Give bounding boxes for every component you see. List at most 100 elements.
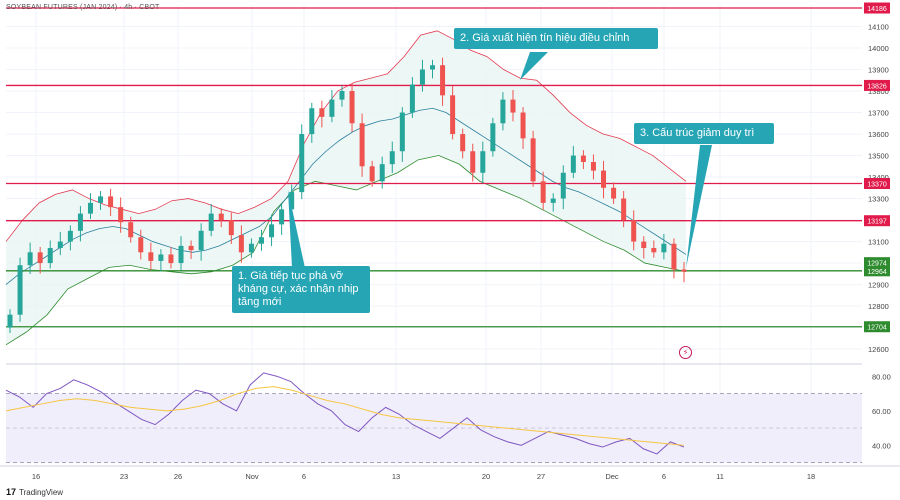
level-badge-text-13826: 13826 (867, 83, 887, 90)
price-tick-13700: 13700 (868, 109, 889, 118)
annotation-3-pointer (686, 145, 712, 268)
candle-body-45 (460, 134, 466, 152)
candle-body-8 (87, 202, 93, 214)
candle-body-14 (148, 252, 154, 261)
candle-body-25 (258, 237, 264, 244)
candle-body-48 (490, 123, 496, 152)
candle-body-57 (580, 155, 586, 162)
time-tick-4: 6 (302, 472, 306, 481)
candle-body-67 (681, 269, 687, 272)
level-badge-12704 (864, 321, 890, 333)
candle-body-47 (480, 151, 486, 173)
lightning-icon[interactable]: ⚡ (679, 346, 692, 359)
candle-body-56 (570, 155, 576, 173)
candle-body-35 (359, 123, 365, 167)
brand-name: TradingView (19, 487, 64, 497)
time-tick-11: 18 (807, 472, 815, 481)
time-tick-0: 16 (32, 472, 40, 481)
candle-body-24 (248, 243, 254, 253)
rsi-tick-40: 40.00 (872, 441, 891, 450)
level-badge-text-12704: 12704 (867, 325, 887, 332)
candle-body-19 (198, 230, 204, 251)
candle-body-3 (37, 252, 43, 264)
candle-body-53 (540, 181, 546, 203)
time-tick-9: 6 (662, 472, 666, 481)
level-badge-text-12964: 12964 (867, 269, 887, 276)
candle-body-28 (289, 192, 295, 210)
candle-body-23 (238, 235, 244, 253)
candle-body-17 (178, 245, 184, 264)
annotation-1-pointer (288, 190, 305, 268)
tradingview-logo-icon: 17 (6, 487, 17, 497)
candle-body-16 (168, 254, 174, 264)
candle-body-36 (369, 166, 375, 182)
level-badge-13197 (864, 215, 890, 227)
price-tick-14000: 14000 (868, 44, 889, 53)
level-badge-text-12974: 12974 (867, 261, 887, 268)
candle-body-65 (661, 243, 667, 253)
candle-body-2 (27, 252, 33, 266)
rsi-tick-60: 60.00 (872, 407, 891, 416)
candle-body-66 (671, 243, 677, 270)
candle-body-46 (470, 151, 476, 173)
candle-body-29 (299, 134, 305, 193)
price-levels (6, 7, 862, 328)
time-tick-2: 26 (174, 472, 182, 481)
time-axis[interactable]: 16 23 26 Nov 6 13 20 27 Dec 6 11 18 (0, 465, 900, 481)
candle-body-13 (138, 237, 144, 253)
time-tick-1: 23 (120, 472, 128, 481)
price-tick-13800: 13800 (868, 87, 889, 96)
price-tick-14100: 14100 (868, 23, 889, 32)
level-badge-13370 (864, 178, 890, 189)
annotation-3[interactable]: 3. Cấu trúc giảm duy trì (634, 123, 774, 144)
time-tick-6: 20 (482, 472, 490, 481)
level-badge-14186 (864, 2, 890, 14)
price-tick-13300: 13300 (868, 195, 889, 204)
price-tick-12600: 12600 (868, 345, 889, 354)
time-tick-7: 27 (537, 472, 545, 481)
candle-body-27 (279, 209, 285, 225)
candle-body-60 (611, 187, 617, 199)
candle-body-52 (530, 138, 536, 182)
candle-body-20 (208, 213, 214, 231)
price-tick-12900: 12900 (868, 281, 889, 290)
candle-body-40 (409, 84, 415, 113)
annotation-pointers (288, 52, 712, 268)
candle-body-7 (77, 213, 83, 231)
price-tick-12800: 12800 (868, 302, 889, 311)
level-badge-12974 (864, 257, 890, 269)
price-tick-13400: 13400 (868, 173, 889, 182)
candle-body-21 (218, 213, 224, 221)
candle-body-41 (419, 69, 425, 85)
annotation-2[interactable]: 2. Giá xuất hiện tín hiệu điều chỉnh (454, 28, 658, 49)
candle-body-37 (379, 164, 385, 182)
candle-body-26 (269, 224, 275, 238)
candle-body-62 (631, 220, 637, 242)
price-tick-13100: 13100 (868, 238, 889, 247)
candle-body-49 (500, 99, 506, 124)
annotation-1[interactable]: 1. Giá tiếp tục phá vỡ kháng cự, xác nhậ… (232, 266, 370, 313)
price-tick-13600: 13600 (868, 130, 889, 139)
candle-body-38 (389, 151, 395, 165)
price-series (7, 57, 687, 333)
candle-body-30 (309, 108, 315, 135)
candle-body-1 (17, 265, 23, 315)
bollinger-bands (5, 30, 687, 346)
rsi-panel (5, 363, 862, 463)
time-tick-10: 11 (716, 472, 724, 481)
level-badge-13826 (864, 79, 890, 91)
candle-body-54 (550, 198, 556, 203)
candle-body-63 (641, 241, 647, 249)
price-tick-13900: 13900 (868, 66, 889, 75)
price-axis[interactable]: 40.0060.0080.001260012700128001290013000… (864, 2, 891, 451)
candle-body-51 (520, 112, 526, 139)
candle-body-9 (98, 196, 104, 203)
level-badge-text-14186: 14186 (867, 6, 887, 13)
time-tick-3: Nov (245, 472, 259, 481)
candle-body-58 (590, 161, 596, 171)
candle-body-31 (319, 108, 325, 117)
band-basis (5, 107, 687, 285)
level-badge-text-13370: 13370 (867, 182, 887, 189)
candle-body-42 (430, 65, 436, 70)
